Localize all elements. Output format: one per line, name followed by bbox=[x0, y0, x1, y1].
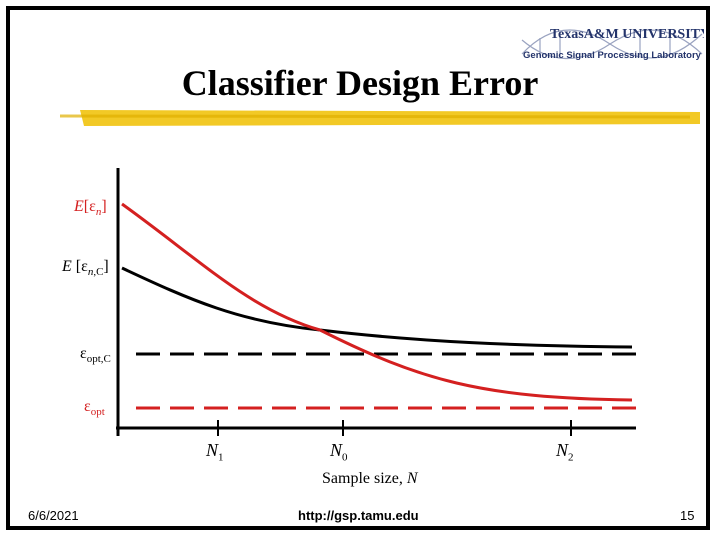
label-eps-opt-c: εopt,C bbox=[80, 345, 111, 366]
x-axis-title: Sample size, N bbox=[322, 470, 418, 487]
tick-label-n1: N1 bbox=[206, 440, 224, 464]
university-name: TexasA&M UNIVERSITY bbox=[550, 27, 704, 42]
tick-label-n2: N2 bbox=[556, 440, 574, 464]
e-eps-n-c-curve bbox=[121, 266, 633, 349]
gsp-logo: TexasA&M UNIVERSITY bbox=[521, 27, 704, 60]
footer-page-number: 15 bbox=[680, 508, 695, 523]
label-eps-opt: εopt bbox=[84, 398, 105, 419]
slide-title: Classifier Design Error bbox=[181, 63, 539, 103]
lab-name: Genomic Signal Processing Laboratory bbox=[523, 50, 701, 61]
tick-label-n0: N0 bbox=[330, 440, 348, 464]
label-e-eps-n-c: E [εn,C] bbox=[62, 258, 109, 279]
footer-url[interactable]: http://gsp.tamu.edu bbox=[298, 508, 419, 523]
footer-date: 6/6/2021 bbox=[28, 508, 79, 523]
label-e-eps-n: E[εn] bbox=[74, 198, 107, 219]
title-underline-highlight bbox=[59, 110, 700, 126]
e-eps-n-curve bbox=[121, 202, 633, 402]
dna-helix-icon bbox=[521, 29, 703, 60]
